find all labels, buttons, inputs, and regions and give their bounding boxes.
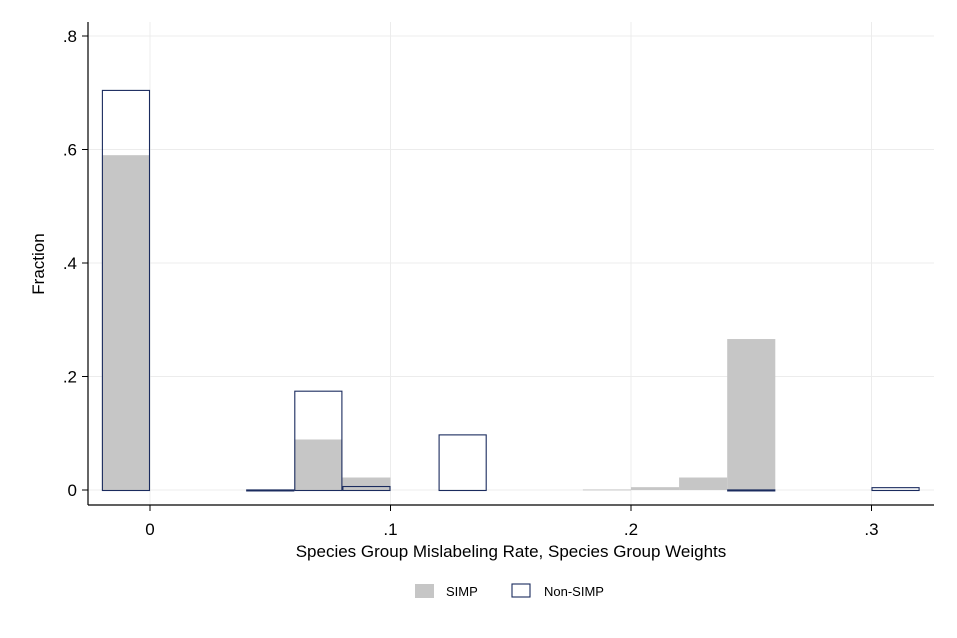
legend: SIMP Non-SIMP bbox=[415, 583, 604, 599]
bar-simp bbox=[631, 487, 680, 490]
bar-simp bbox=[101, 155, 150, 491]
axes bbox=[82, 22, 934, 511]
y-tick-label: 0 bbox=[68, 481, 77, 500]
x-axis-label: Species Group Mislabeling Rate, Species … bbox=[296, 542, 727, 561]
x-tick-label: .3 bbox=[864, 520, 878, 539]
x-tick-label: .1 bbox=[383, 520, 397, 539]
grid-lines bbox=[88, 22, 934, 505]
bar-simp bbox=[294, 439, 343, 490]
y-tick-label: .2 bbox=[63, 368, 77, 387]
tick-labels: 0 .2 .4 .6 .8 0 .1 .2 .3 bbox=[63, 27, 879, 539]
bar-non-simp bbox=[727, 489, 776, 492]
bar-non-simp bbox=[294, 390, 343, 492]
legend-swatch-simp bbox=[415, 584, 434, 598]
bar-non-simp bbox=[246, 489, 295, 492]
bar-simp bbox=[679, 477, 728, 490]
bar-simp bbox=[342, 477, 391, 490]
y-tick-label: .6 bbox=[63, 141, 77, 160]
simp-bars bbox=[101, 155, 776, 491]
x-tick-label: 0 bbox=[145, 520, 154, 539]
bar-non-simp bbox=[101, 89, 151, 492]
bar-non-simp bbox=[871, 487, 920, 492]
y-tick-label: .4 bbox=[63, 254, 77, 273]
legend-label-simp: SIMP bbox=[446, 584, 478, 599]
y-tick-label: .8 bbox=[63, 27, 77, 46]
legend-swatch-non-simp bbox=[511, 583, 531, 598]
x-tick-label: .2 bbox=[624, 520, 638, 539]
legend-label-non-simp: Non-SIMP bbox=[544, 584, 604, 599]
bar-non-simp bbox=[438, 434, 487, 492]
y-axis-label: Fraction bbox=[29, 233, 48, 294]
non-simp-bars bbox=[101, 89, 920, 492]
bar-non-simp bbox=[342, 485, 391, 492]
bar-simp bbox=[582, 489, 631, 491]
bar-simp bbox=[727, 339, 776, 490]
